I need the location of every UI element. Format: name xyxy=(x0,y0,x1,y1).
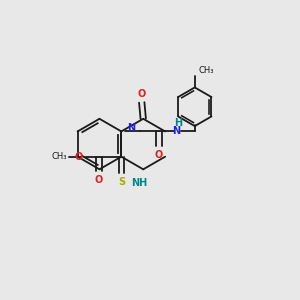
Text: O: O xyxy=(74,152,82,162)
Text: N: N xyxy=(127,124,135,134)
Text: O: O xyxy=(95,175,103,185)
Text: NH: NH xyxy=(130,178,147,188)
Text: O: O xyxy=(138,88,146,99)
Text: S: S xyxy=(118,177,125,187)
Text: H: H xyxy=(174,118,182,128)
Text: CH₃: CH₃ xyxy=(52,152,67,161)
Text: CH₃: CH₃ xyxy=(198,66,214,75)
Text: O: O xyxy=(155,150,163,160)
Text: N: N xyxy=(172,126,180,136)
